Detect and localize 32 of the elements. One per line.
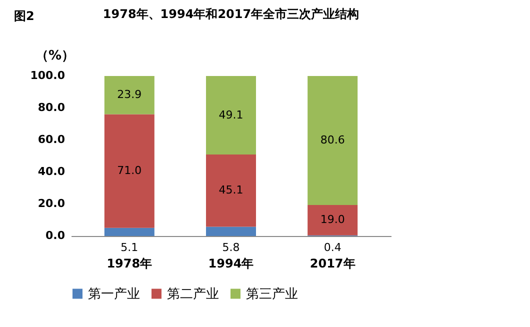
- bar: [206, 76, 256, 155]
- data-label: 5.1: [120, 241, 138, 254]
- legend-label: 第三产业: [246, 286, 298, 302]
- y-tick-label: 0.0: [46, 229, 66, 242]
- data-label: 49.1: [218, 108, 244, 122]
- caption: 图2: [14, 8, 34, 25]
- x-tick-label: 1978年: [106, 256, 152, 270]
- data-label: 71.0: [117, 164, 142, 178]
- bar: [308, 76, 358, 205]
- y-tick-label: 100.0: [30, 69, 66, 82]
- y-tick-label: 20.0: [38, 197, 66, 210]
- bar: [104, 76, 154, 114]
- bar: [104, 228, 154, 236]
- data-label: 23.9: [117, 88, 142, 102]
- bar: [206, 226, 256, 236]
- legend-label: 第二产业: [167, 286, 219, 302]
- x-tick-label: 1994年: [208, 256, 254, 270]
- y-tick-label: 60.0: [38, 133, 66, 146]
- y-tick-label: 40.0: [38, 165, 66, 178]
- data-label: 5.8: [222, 241, 240, 254]
- y-axis-title: （%）: [36, 48, 75, 64]
- legend-label: 第一产业: [88, 286, 140, 302]
- bar: [104, 114, 154, 228]
- y-tick-label: 80.0: [38, 101, 66, 114]
- x-tick-label: 2017年: [310, 256, 356, 270]
- chart-title: 1978年、1994年和2017年全市三次产业结构: [102, 7, 360, 21]
- data-label: 45.1: [218, 184, 244, 197]
- data-label: 19.0: [320, 213, 345, 226]
- data-label: 0.4: [324, 241, 342, 254]
- bar: [206, 154, 256, 227]
- data-label: 80.6: [320, 133, 345, 146]
- bar: [308, 204, 358, 236]
